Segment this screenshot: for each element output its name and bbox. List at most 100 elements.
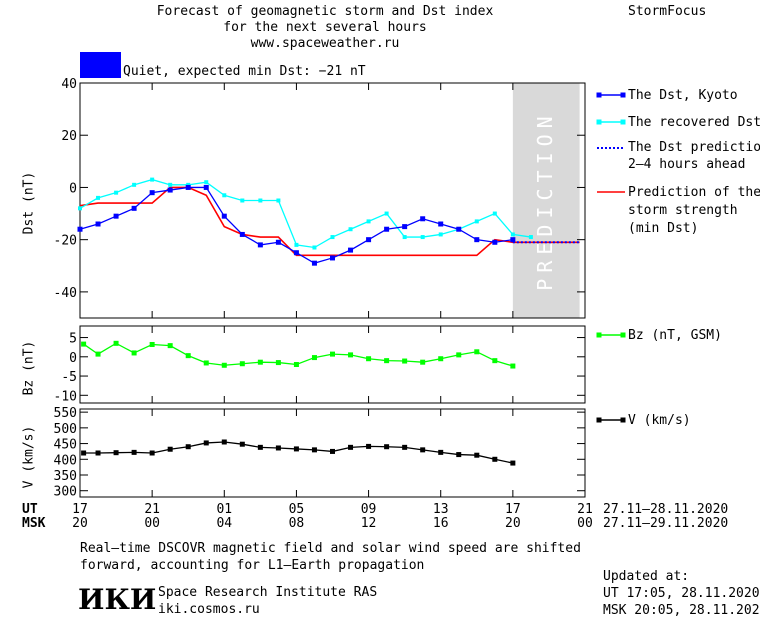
y-tick-label: -10 xyxy=(54,389,77,404)
legend-symbol-v-marker xyxy=(620,417,626,423)
status-label: Quiet, expected min Dst: −21 nT xyxy=(123,64,366,79)
point-bz xyxy=(293,362,299,367)
legend-storm-2: storm strength xyxy=(628,203,738,218)
panel-frame xyxy=(79,408,586,498)
x-tick-label-msk: 08 xyxy=(289,516,305,531)
point-recovered-dst xyxy=(420,235,425,240)
legend-dst-prediction-2: 2–4 hours ahead xyxy=(628,157,746,172)
point-recovered-dst xyxy=(150,177,155,182)
point-v xyxy=(239,441,245,447)
point-v xyxy=(275,445,281,451)
point-v xyxy=(95,450,101,456)
point-bz xyxy=(330,351,335,357)
point-v xyxy=(221,439,227,445)
point-dst-kyoto xyxy=(203,184,209,190)
source-url[interactable]: www.spaceweather.ru xyxy=(250,36,400,51)
point-v xyxy=(203,440,209,446)
point-dst-kyoto xyxy=(275,239,281,245)
updated-label: Updated at: xyxy=(603,569,690,584)
legend-dst-kyoto: The Dst, Kyoto xyxy=(628,88,738,103)
y-tick-label: 40 xyxy=(61,77,77,92)
point-v xyxy=(131,449,137,455)
point-dst-kyoto xyxy=(257,242,263,248)
point-recovered-dst xyxy=(276,198,281,203)
y-tick-label: -40 xyxy=(54,286,77,301)
point-bz xyxy=(239,361,245,367)
point-recovered-dst xyxy=(78,206,82,211)
point-dst-kyoto xyxy=(348,247,354,253)
point-v xyxy=(330,448,335,454)
x-tick-label-ut: 21 xyxy=(144,502,160,517)
point-bz xyxy=(492,358,498,364)
prediction-label: PREDICTION xyxy=(533,110,557,290)
y-tick-label: 300 xyxy=(54,485,77,500)
point-recovered-dst xyxy=(258,198,263,203)
point-dst-kyoto xyxy=(438,221,444,227)
point-dst-kyoto xyxy=(420,216,426,222)
point-bz xyxy=(221,362,227,368)
chart-title-line1: Forecast of geomagnetic storm and Dst in… xyxy=(156,4,494,19)
point-bz xyxy=(81,341,87,347)
point-recovered-dst xyxy=(438,232,443,237)
point-dst-kyoto xyxy=(113,213,119,219)
point-v xyxy=(149,450,155,456)
point-v xyxy=(167,446,173,452)
point-bz xyxy=(95,351,101,357)
msk-date-range: 27.11–29.11.2020 xyxy=(603,516,729,531)
point-recovered-dst xyxy=(528,235,533,240)
point-v xyxy=(348,444,354,450)
msk-label: MSK xyxy=(22,516,46,531)
point-dst-kyoto xyxy=(131,205,137,211)
x-tick-label-msk: 04 xyxy=(216,516,232,531)
point-recovered-dst xyxy=(312,245,317,250)
point-recovered-dst xyxy=(492,211,497,216)
point-recovered-dst xyxy=(114,190,119,195)
y-tick-label: 5 xyxy=(69,332,77,347)
point-dst-kyoto xyxy=(293,250,299,256)
point-recovered-dst xyxy=(366,219,371,224)
x-tick-label-ut: 01 xyxy=(216,502,232,517)
x-tick-label-msk: 00 xyxy=(144,516,160,531)
point-bz xyxy=(348,352,354,358)
point-recovered-dst xyxy=(132,182,137,187)
y-tick-label: 350 xyxy=(54,469,77,484)
point-bz xyxy=(366,356,372,362)
point-dst-kyoto xyxy=(510,237,516,243)
y-tick-label: 20 xyxy=(61,129,77,144)
point-v xyxy=(366,443,372,449)
x-tick-label-msk: 20 xyxy=(505,516,521,531)
point-recovered-dst xyxy=(402,235,407,240)
point-v xyxy=(492,456,498,462)
point-dst-kyoto xyxy=(384,226,390,232)
x-tick-label-msk: 20 xyxy=(72,516,88,531)
institute-site[interactable]: iki.cosmos.ru xyxy=(158,602,260,617)
point-dst-kyoto xyxy=(185,184,191,190)
footer-note-line1: Real–time DSCOVR magnetic field and sola… xyxy=(80,541,581,556)
legend-symbol-dst-kyoto-marker xyxy=(620,92,626,98)
y-tick-label: -20 xyxy=(54,234,77,249)
point-recovered-dst xyxy=(384,211,389,216)
legend-storm-3: (min Dst) xyxy=(628,221,699,236)
point-bz xyxy=(167,343,173,349)
series-v xyxy=(83,441,513,464)
point-v xyxy=(185,444,191,450)
point-v xyxy=(474,452,480,458)
legend-symbol-dst-kyoto-marker xyxy=(596,92,602,98)
panel-frame xyxy=(79,82,586,319)
footer-note-line2: forward, accounting for L1–Earth propaga… xyxy=(80,558,425,573)
y-axis-label-bz: Bz (nT) xyxy=(21,340,37,396)
ut-date-range: 27.11–28.11.2020 xyxy=(603,502,729,517)
point-bz xyxy=(402,358,408,364)
point-recovered-dst xyxy=(96,195,101,200)
point-recovered-dst xyxy=(510,232,515,237)
legend-symbol-recovered-marker xyxy=(596,119,602,125)
y-tick-label: 0 xyxy=(69,351,77,366)
point-v xyxy=(438,449,444,455)
point-recovered-dst xyxy=(222,193,227,198)
point-v xyxy=(113,450,119,456)
y-tick-label: 400 xyxy=(54,453,77,468)
point-v xyxy=(456,452,462,458)
x-tick-label-msk: 12 xyxy=(361,516,377,531)
y-tick-label: 0 xyxy=(69,181,77,196)
